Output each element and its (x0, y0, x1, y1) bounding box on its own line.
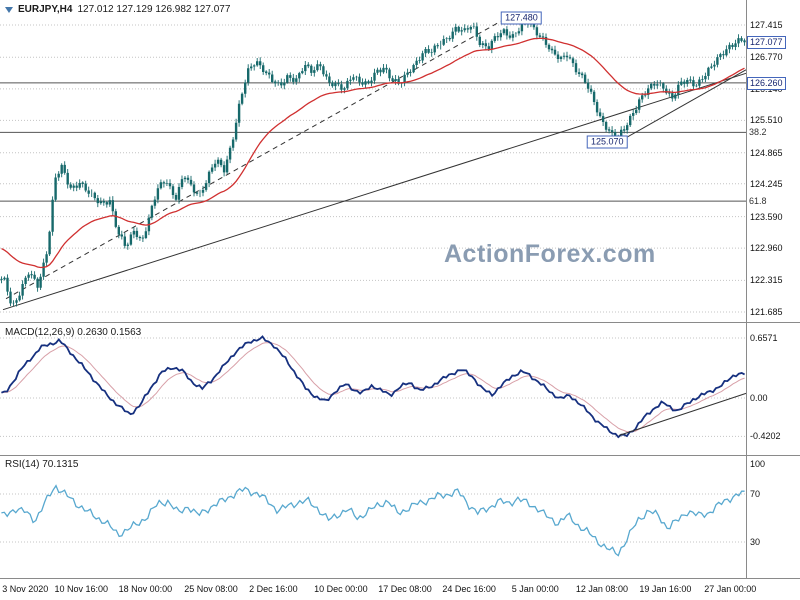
price-axis-label: 122.315 (750, 275, 783, 286)
date-axis-label: 12 Jan 08:00 (575, 584, 628, 594)
price-axis-label: 125.510 (750, 115, 783, 126)
date-axis-label: 27 Jan 00:00 (704, 584, 757, 594)
symbol-label: EURJPY,H4 (18, 4, 73, 15)
date-axis-label: 10 Dec 00:00 (314, 584, 368, 594)
watermark: ActionForex.com (444, 240, 656, 268)
price-axis-label: 121.685 (750, 307, 783, 317)
current-price-tag: 127.077 (747, 35, 786, 49)
rsi-indicator-label: RSI(14) 70.1315 (5, 459, 79, 470)
rsi-axis-label: 70 (750, 489, 761, 499)
date-axis-label: 3 Nov 2020 (2, 584, 49, 594)
symbol-marker-icon (5, 6, 13, 13)
rsi-axis-label: 30 (750, 537, 761, 547)
chart-title: EURJPY,H4 127.012 127.129 126.982 127.07… (5, 4, 230, 15)
date-axis-label: 25 Nov 08:00 (184, 584, 238, 594)
macd-axis-label: 0.00 (750, 393, 768, 403)
price-annotation: 125.070 (586, 135, 628, 149)
date-axis-label: 24 Dec 16:00 (442, 584, 496, 594)
date-axis-label: 18 Nov 00:00 (118, 584, 173, 594)
date-axis-label: 17 Dec 08:00 (378, 584, 432, 594)
fib-level-label: 61.8 (749, 196, 767, 207)
macd-axis-label: 0.6571 (750, 333, 778, 343)
macd-indicator-label: MACD(12,26,9) 0.2630 0.1563 (5, 327, 142, 338)
price-axis-label: 124.245 (750, 178, 783, 189)
ohlc-values: 127.012 127.129 126.982 127.077 (77, 4, 231, 15)
price-axis-label: 123.590 (750, 211, 783, 222)
rsi-axis-label: 100 (750, 459, 766, 469)
date-axis-label: 10 Nov 16:00 (54, 584, 108, 594)
date-axis-label: 2 Dec 16:00 (249, 584, 298, 594)
price-axis-label: 127.415 (750, 20, 783, 30)
fib-level-label: 38.2 (749, 127, 767, 138)
date-axis-label: 5 Jan 00:00 (511, 584, 559, 594)
price-level-tag: 126.260 (747, 76, 786, 90)
macd-axis-label: -0.4202 (750, 431, 781, 442)
price-axis-label: 122.960 (750, 243, 783, 254)
price-axis-label: 124.865 (750, 147, 783, 158)
date-axis-label: 19 Jan 16:00 (639, 584, 692, 594)
price-annotation: 127.480 (501, 11, 542, 25)
price-axis-label: 126.770 (750, 52, 783, 63)
